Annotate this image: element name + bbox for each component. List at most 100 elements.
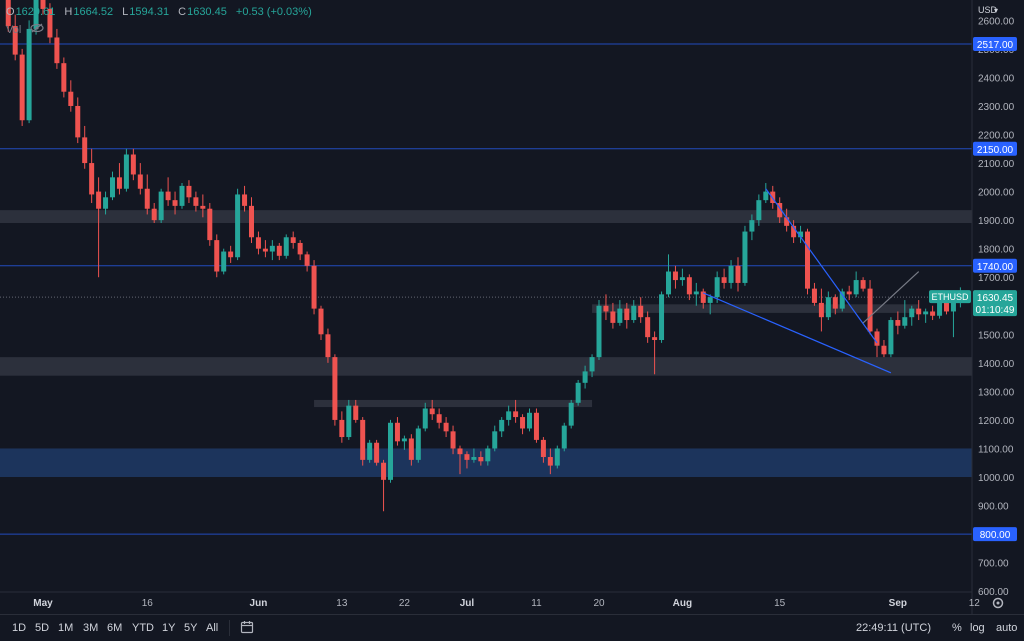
candle-body-48 <box>339 419 345 438</box>
candle-body-33 <box>235 194 241 258</box>
open-label: O <box>6 6 15 18</box>
candle-body-109 <box>763 191 769 201</box>
price-tick-label: 900.00 <box>978 502 1009 513</box>
price-tick-label: 2100.00 <box>978 159 1015 170</box>
date-range-calendar-icon[interactable] <box>240 620 254 637</box>
candle-body-28 <box>200 205 206 209</box>
candle-body-13 <box>96 191 102 209</box>
candle-body-44 <box>311 265 317 309</box>
candle-body-110 <box>770 191 776 204</box>
candle-body-117 <box>818 302 824 318</box>
low-value: 1594.31 <box>129 6 170 18</box>
timeframe-1d[interactable]: 1D <box>12 622 27 634</box>
settings-gear-icon[interactable] <box>992 597 1004 609</box>
candle-body-14 <box>103 197 109 209</box>
candlesticks <box>5 0 963 512</box>
timeframe-5d[interactable]: 5D <box>35 622 50 634</box>
candle-body-92 <box>645 317 651 338</box>
candle-body-22 <box>158 191 164 221</box>
timeframe-6m[interactable]: 6M <box>107 622 123 634</box>
utc-clock[interactable]: 22:49:11 (UTC) <box>856 622 931 634</box>
candle-body-55 <box>388 422 393 480</box>
candle-body-10 <box>75 105 81 138</box>
timeframe-1y[interactable]: 1Y <box>162 622 176 634</box>
candle-body-54 <box>381 462 387 480</box>
candle-body-90 <box>631 305 637 321</box>
close-value: 1630.45 <box>187 6 227 18</box>
candle-body-93 <box>652 337 658 341</box>
candle-body-81 <box>568 402 574 426</box>
candle-body-40 <box>283 237 289 256</box>
candle-body-56 <box>394 422 400 442</box>
timeframe-3m[interactable]: 3M <box>83 622 99 634</box>
candle-body-37 <box>262 248 268 252</box>
candle-body-62 <box>436 414 442 423</box>
candle-body-67 <box>471 457 477 460</box>
candle-body-127 <box>888 320 894 355</box>
candle-body-1 <box>12 26 18 55</box>
percent-scale-toggle[interactable]: % <box>952 622 962 634</box>
candle-body-85 <box>596 305 602 358</box>
log-scale-toggle[interactable]: log <box>970 622 985 634</box>
trendline-1 <box>703 292 892 374</box>
zone-0 <box>0 210 972 223</box>
candle-body-18 <box>130 154 136 175</box>
trendlines <box>703 188 920 374</box>
candle-body-25 <box>179 185 185 206</box>
open-value: 1629.61 <box>15 6 56 18</box>
candle-body-57 <box>401 438 407 442</box>
candle-body-51 <box>360 419 366 460</box>
hidden-eye-icon[interactable] <box>30 23 44 36</box>
candle-body-135 <box>944 300 949 312</box>
ohlc-legend: O1629.61 H1664.52 L1594.31 C1630.45 +0.5… <box>6 6 318 18</box>
candle-body-79 <box>554 448 560 466</box>
level-tag-label: 800.00 <box>980 530 1011 541</box>
candle-body-103 <box>721 277 727 283</box>
price-tick-label: 1500.00 <box>978 330 1015 341</box>
candle-body-123 <box>860 280 866 289</box>
currency-label[interactable]: USD <box>978 5 998 15</box>
candle-body-0 <box>5 0 11 27</box>
timeframe-5y[interactable]: 5Y <box>184 622 198 634</box>
candle-body-118 <box>825 297 831 318</box>
candle-body-49 <box>346 405 352 438</box>
candle-body-24 <box>172 200 178 206</box>
auto-scale-toggle[interactable]: auto <box>996 622 1018 634</box>
timeframe-ytd[interactable]: YTD <box>132 622 154 634</box>
candle-body-58 <box>408 438 414 460</box>
candle-body-42 <box>297 242 303 255</box>
timeframe-all[interactable]: All <box>206 622 219 634</box>
volume-legend[interactable]: Vol <box>6 23 44 36</box>
currency-dropdown-icon[interactable]: ▾ <box>994 6 998 15</box>
time-tick-label: 15 <box>774 598 786 609</box>
candle-body-129 <box>902 317 908 326</box>
candle-body-108 <box>756 200 762 221</box>
timeframe-1m[interactable]: 1M <box>58 622 74 634</box>
candle-body-113 <box>791 225 797 238</box>
time-tick-label: 22 <box>399 598 411 609</box>
candle-body-70 <box>492 431 498 449</box>
price-tick-label: 700.00 <box>978 559 1009 570</box>
zone-4 <box>592 304 919 313</box>
candle-body-105 <box>735 265 741 283</box>
candle-body-99 <box>693 291 699 295</box>
candle-body-9 <box>68 91 74 106</box>
candle-body-68 <box>478 457 484 462</box>
candle-body-74 <box>520 417 526 429</box>
candle-body-27 <box>193 197 199 206</box>
symbol-tag: ETHUSD <box>931 292 969 302</box>
candle-body-120 <box>839 291 845 309</box>
volume-label: Vol <box>6 24 22 36</box>
high-label: H <box>64 6 73 18</box>
time-axis[interactable]: May16Jun1322Jul1120Aug15Sep1221 <box>33 598 1024 609</box>
countdown-tag: 01:10:49 <box>976 305 1015 316</box>
candle-body-53 <box>374 442 380 463</box>
price-tick-label: 1400.00 <box>978 359 1015 370</box>
candle-body-104 <box>728 265 734 283</box>
candle-body-136 <box>950 297 956 312</box>
price-tick-label: 1000.00 <box>978 473 1015 484</box>
candle-body-34 <box>242 194 248 206</box>
candle-body-119 <box>832 297 838 309</box>
